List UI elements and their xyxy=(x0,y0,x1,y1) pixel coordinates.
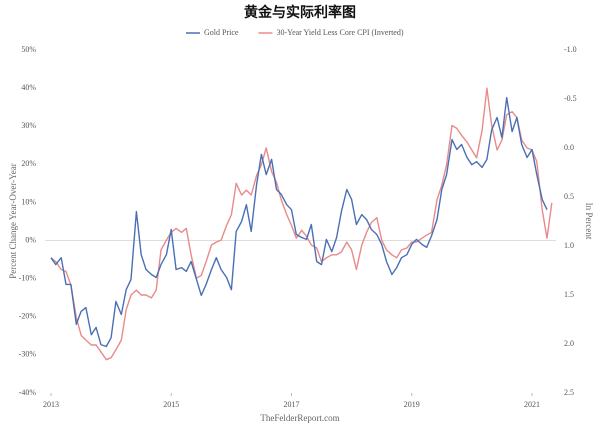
y2-tick-label: -0.5 xyxy=(564,94,577,103)
y-axis-title: Percent Change Year-Over-Year xyxy=(8,163,18,278)
y-tick-label: -40% xyxy=(19,388,37,397)
y-tick-label: 0% xyxy=(25,235,36,244)
chart-title: 黄金与实际利率图 xyxy=(244,4,356,21)
y2-tick-label: 1.5 xyxy=(564,290,574,299)
y-tick-label: -30% xyxy=(19,350,37,359)
y2-tick-label: 0.5 xyxy=(564,192,574,201)
y2-tick-label: 0.0 xyxy=(564,143,574,152)
series-line xyxy=(50,87,553,361)
y-tick-label: -20% xyxy=(19,312,37,321)
x-tick-label: 2021 xyxy=(524,400,540,409)
y2-tick-label: 2.5 xyxy=(564,388,574,397)
y2-tick-label: 1.0 xyxy=(564,241,574,250)
legend-label: 30-Year Yield Less Core CPI (Inverted) xyxy=(276,28,403,37)
y2-tick-label: 2.0 xyxy=(564,339,574,348)
y-tick-label: 10% xyxy=(21,197,36,206)
x-tick-label: 2017 xyxy=(283,400,299,409)
source: TheFelderReport.com xyxy=(260,413,339,423)
x-tick-label: 2019 xyxy=(404,400,420,409)
y2-axis-title: In Percent xyxy=(584,203,594,240)
y-tick-label: -10% xyxy=(19,273,37,282)
y-tick-label: 40% xyxy=(21,83,36,92)
y-tick-label: 30% xyxy=(21,121,36,130)
x-tick-label: 2013 xyxy=(43,400,59,409)
y-tick-label: 50% xyxy=(21,45,36,54)
legend-label: Gold Price xyxy=(204,28,239,37)
x-tick-label: 2015 xyxy=(163,400,179,409)
y2-tick-label: -1.0 xyxy=(564,45,577,54)
series-line xyxy=(50,96,548,348)
y-tick-label: 20% xyxy=(21,159,36,168)
